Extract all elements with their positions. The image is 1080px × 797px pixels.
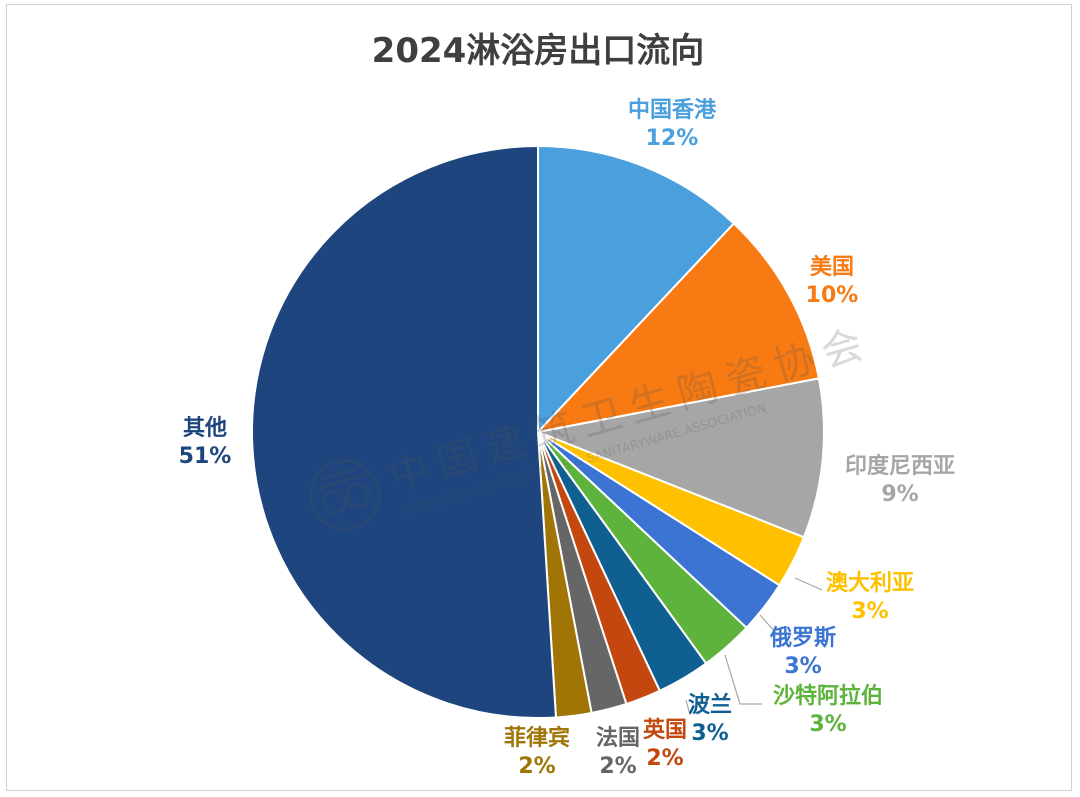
slice-label: 波兰	[688, 692, 732, 718]
slice-value-label: 10%	[806, 283, 859, 308]
leader-lines	[685, 577, 823, 716]
slice-value-label: 51%	[179, 444, 232, 469]
leader-line	[759, 614, 777, 634]
slice-value-label: 3%	[784, 654, 821, 679]
slice-labels: 中国香港 12% 美国 10% 印度尼西亚 9% 澳大利亚 3% 俄罗斯 3% 沙特阿拉伯 3% 波兰 3…	[179, 98, 955, 779]
slice-label: 中国香港	[628, 98, 717, 123]
slice-label: 俄罗斯	[769, 625, 836, 651]
slice-value-label: 2%	[599, 754, 636, 779]
leader-line	[685, 699, 691, 716]
slice-label: 英国	[643, 718, 687, 743]
slice-label: 印度尼西亚	[845, 453, 955, 479]
leader-line	[724, 654, 762, 705]
slice-value-label: 3%	[809, 712, 846, 737]
pie-slice	[535, 222, 821, 434]
slice-label: 法国	[596, 726, 640, 751]
slice-value-label: 3%	[851, 599, 888, 624]
watermark-logo-icon	[309, 459, 381, 531]
slice-value-label: 9%	[881, 482, 918, 507]
pie-slice	[537, 144, 736, 435]
slice-label: 沙特阿拉伯	[773, 683, 883, 709]
leader-line	[794, 577, 823, 591]
slice-value-label: 3%	[691, 721, 728, 746]
slice-label: 菲律宾	[504, 725, 570, 751]
slice-label: 澳大利亚	[826, 570, 914, 596]
pie-slice	[534, 377, 825, 539]
pie-slices	[251, 144, 825, 719]
slice-label: 其他	[183, 416, 227, 441]
chart-title: 2024淋浴房出口流向	[372, 31, 705, 71]
pie-slice	[251, 144, 558, 719]
slice-value-label: 2%	[646, 746, 683, 771]
slice-label: 美国	[810, 254, 854, 280]
slice-value-label: 2%	[518, 754, 555, 779]
slice-value-label: 12%	[646, 126, 699, 151]
